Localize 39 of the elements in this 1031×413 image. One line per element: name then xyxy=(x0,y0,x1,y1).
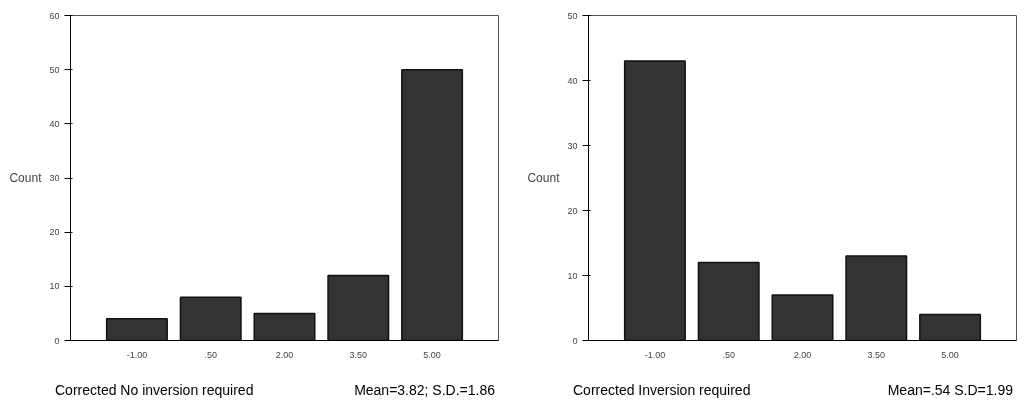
x-tick-label: 5.00 xyxy=(423,349,441,360)
x-tick-label: .50 xyxy=(204,349,217,360)
x-axis-title: Corrected Inversion required xyxy=(573,381,751,400)
x-tick-label: 2.00 xyxy=(793,349,812,360)
y-tick-label: 10 xyxy=(49,281,60,292)
bar xyxy=(327,274,390,341)
y-axis-title: Count xyxy=(9,171,43,185)
y-tick-label: 10 xyxy=(567,270,578,281)
x-tick-label: 3.50 xyxy=(867,349,886,360)
bar xyxy=(401,68,464,341)
y-tick-label: 30 xyxy=(49,173,60,183)
bar xyxy=(771,294,834,341)
y-tick-label: 40 xyxy=(49,118,60,129)
x-tick-label: 2.00 xyxy=(275,349,294,360)
text: Mean=3.82; S.D.=1.86 xyxy=(354,381,495,400)
bar xyxy=(105,318,168,341)
y-tick-label: 0 xyxy=(572,335,578,346)
x-tick-label: 3.50 xyxy=(349,349,368,360)
x-tick-label: 5.00 xyxy=(941,349,959,360)
y-tick-label: 30 xyxy=(567,140,578,151)
y-tick-label: 0 xyxy=(54,335,60,346)
x-tick-label: .50 xyxy=(722,349,735,360)
bar xyxy=(919,313,982,341)
bar xyxy=(623,60,686,341)
x-tick-label: -1.00 xyxy=(126,349,148,360)
y-axis-title: Count xyxy=(527,171,561,185)
bar xyxy=(697,261,760,341)
y-tick-label: 60 xyxy=(49,10,60,21)
y-tick-label: 20 xyxy=(49,227,60,238)
x-tick-label: -1.00 xyxy=(644,349,666,360)
y-tick-label: 50 xyxy=(49,64,60,75)
y-tick-label: 20 xyxy=(567,205,578,216)
y-tick-label: 40 xyxy=(567,75,578,86)
y-tick-label: 50 xyxy=(567,10,578,21)
text: Mean=.54 S.D=1.99 xyxy=(887,381,1013,400)
bar xyxy=(253,312,316,341)
bar xyxy=(179,296,242,341)
x-axis-title: Corrected No inversion required xyxy=(55,381,254,400)
bar xyxy=(845,255,908,341)
